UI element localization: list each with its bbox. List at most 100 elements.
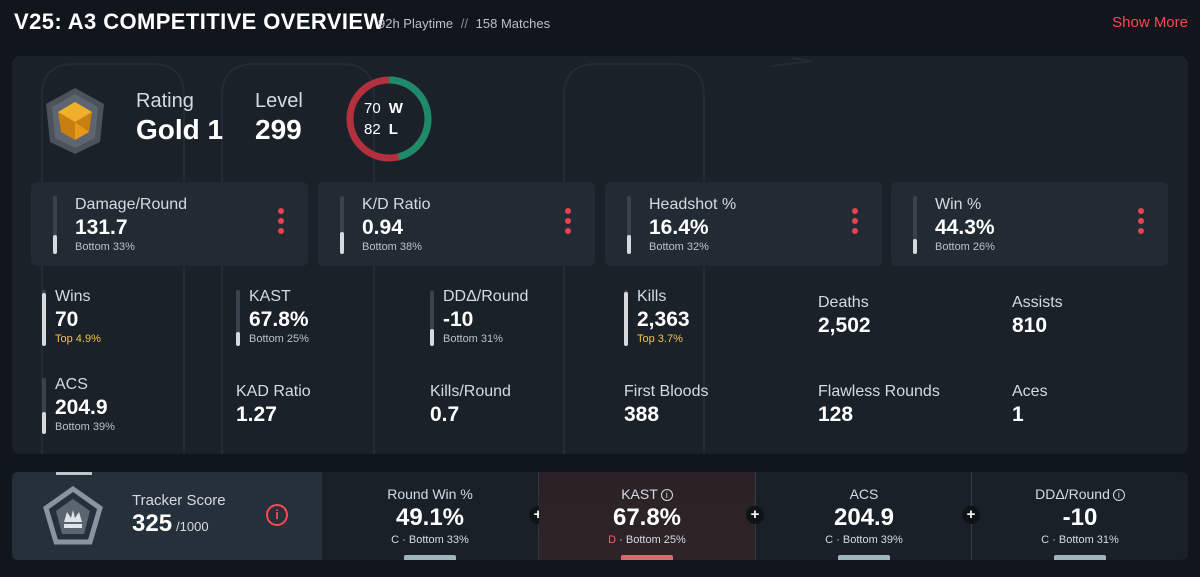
stat-label: Assists: [1012, 294, 1063, 311]
info-icon[interactable]: i: [1112, 489, 1125, 501]
wins-count: 70: [364, 100, 381, 117]
stat-wins: Wins 70 Top 4.9%: [42, 288, 222, 348]
stat-value: 70: [55, 308, 79, 331]
score-grade: C · Bottom 39%: [825, 534, 903, 546]
stat-assists: Assists 810: [1012, 294, 1188, 354]
stat-value: 16.4%: [649, 216, 709, 239]
stat-percentile: Top 4.9%: [55, 333, 101, 345]
grade-letter: D: [608, 534, 617, 546]
percentile-bar: [340, 196, 344, 254]
tracker-score-max: /1000: [176, 519, 209, 534]
score-label: ACS: [849, 486, 879, 502]
stat-kills-round: Kills/Round 0.7: [430, 383, 610, 443]
score-label: DDΔ/Round i: [972, 486, 1188, 502]
percentile-fill: [627, 235, 631, 254]
percentile-bar: [624, 290, 628, 346]
wins-letter: W: [388, 100, 403, 117]
percentile-bar: [913, 196, 917, 254]
grade-letter: C: [391, 534, 400, 546]
meta-separator: //: [460, 16, 469, 31]
score-grade: D · Bottom 25%: [608, 534, 686, 546]
rating-label: Rating: [136, 90, 194, 112]
stat-value: 128: [818, 403, 854, 426]
stat-deaths: Deaths 2,502: [818, 294, 998, 354]
percentile-bar: [42, 290, 46, 346]
win-loss-ring: [346, 76, 432, 162]
score-label: KAST i: [539, 486, 755, 502]
stat-label: KAD Ratio: [236, 383, 311, 400]
stat-label: Kills/Round: [430, 383, 511, 400]
info-icon[interactable]: i: [266, 504, 288, 526]
stat-value: 0.7: [430, 403, 460, 426]
percentile-bar: [42, 378, 46, 434]
stat-label: Deaths: [818, 294, 869, 311]
stat-label: Flawless Rounds: [818, 383, 940, 400]
losses-letter: L: [388, 121, 398, 138]
show-more-link[interactable]: Show More: [1112, 14, 1188, 31]
grade-letter: C: [825, 534, 834, 546]
info-icon[interactable]: i: [660, 489, 673, 501]
stat-percentile: Bottom 26%: [935, 241, 995, 253]
score-grade: C · Bottom 33%: [391, 534, 469, 546]
percentile-bar: [236, 290, 240, 346]
percentile-bar: [627, 196, 631, 254]
stat-label: DDΔ/Round: [443, 288, 529, 305]
plus-icon: +: [746, 506, 764, 524]
rating-value: Gold 1: [136, 114, 224, 145]
stat-label: Kills: [637, 288, 667, 305]
more-options-icon[interactable]: [563, 208, 573, 240]
percentile-bar: [53, 196, 57, 254]
stat-percentile: Bottom 31%: [443, 333, 503, 345]
score-kast: KAST i 67.8% D · Bottom 25%: [539, 472, 755, 560]
tracker-score-badge-icon: [43, 486, 103, 545]
score-round-win: Round Win % 49.1% C · Bottom 33%: [322, 472, 538, 560]
grade-pill: [1054, 555, 1106, 560]
tracker-score-panel: Tracker Score 325/1000 i: [12, 472, 322, 560]
percentile-fill: [624, 292, 628, 346]
more-options-icon[interactable]: [276, 208, 286, 240]
stat-value: 0.94: [362, 216, 403, 239]
win-loss-text: 70 W 82 L: [364, 98, 403, 140]
header: V25: A3 COMPETITIVE OVERVIEW 92h Playtim…: [0, 0, 1200, 48]
tracker-score-number: 325: [132, 510, 173, 537]
stat-value: 810: [1012, 314, 1048, 337]
stat-card-win-percent: Win % 44.3% Bottom 26%: [891, 182, 1168, 266]
percentile-fill: [236, 332, 240, 346]
percentile-fill: [53, 234, 57, 254]
more-options-icon[interactable]: [850, 208, 860, 240]
stat-value: 1.27: [236, 403, 277, 426]
rank-gold-icon: [46, 88, 104, 154]
stat-card-headshot: Headshot % 16.4% Bottom 32%: [605, 182, 882, 266]
stat-first-bloods: First Bloods 388: [624, 383, 804, 443]
percentile-fill: [42, 292, 46, 346]
grade-percentile: Bottom 39%: [842, 534, 903, 546]
stat-value: 388: [624, 403, 660, 426]
score-value: 204.9: [833, 504, 895, 531]
stat-label: First Bloods: [624, 383, 709, 400]
losses-count: 82: [364, 121, 381, 138]
stat-label: Win %: [935, 196, 982, 213]
stat-kad-ratio: KAD Ratio 1.27: [236, 383, 416, 443]
stat-aces: Aces 1: [1012, 383, 1188, 443]
stat-value: 44.3%: [935, 216, 995, 239]
more-options-icon[interactable]: [1136, 208, 1146, 240]
stat-label: Damage/Round: [75, 196, 188, 213]
grade-letter: C: [1041, 534, 1050, 546]
stat-value: 2,363: [637, 308, 690, 331]
score-value: 49.1%: [395, 504, 465, 531]
page-title: V25: A3 COMPETITIVE OVERVIEW: [14, 9, 385, 34]
stat-label: K/D Ratio: [362, 196, 431, 213]
grade-pill: [838, 555, 890, 560]
level-value: 299: [255, 114, 302, 145]
percentile-fill: [42, 412, 46, 434]
stat-acs: ACS 204.9 Bottom 39%: [42, 376, 222, 436]
tracker-score-label: Tracker Score: [132, 492, 226, 509]
percentile-bar: [430, 290, 434, 346]
grade-percentile: Bottom 33%: [408, 534, 469, 546]
stat-label: KAST: [249, 288, 291, 305]
stat-value: 1: [1012, 403, 1024, 426]
score-ddelta-round: DDΔ/Round i -10 C · Bottom 31%: [972, 472, 1188, 560]
win-arc: [346, 76, 432, 162]
plus-icon: +: [962, 506, 980, 524]
stat-percentile: Top 3.7%: [637, 333, 683, 345]
